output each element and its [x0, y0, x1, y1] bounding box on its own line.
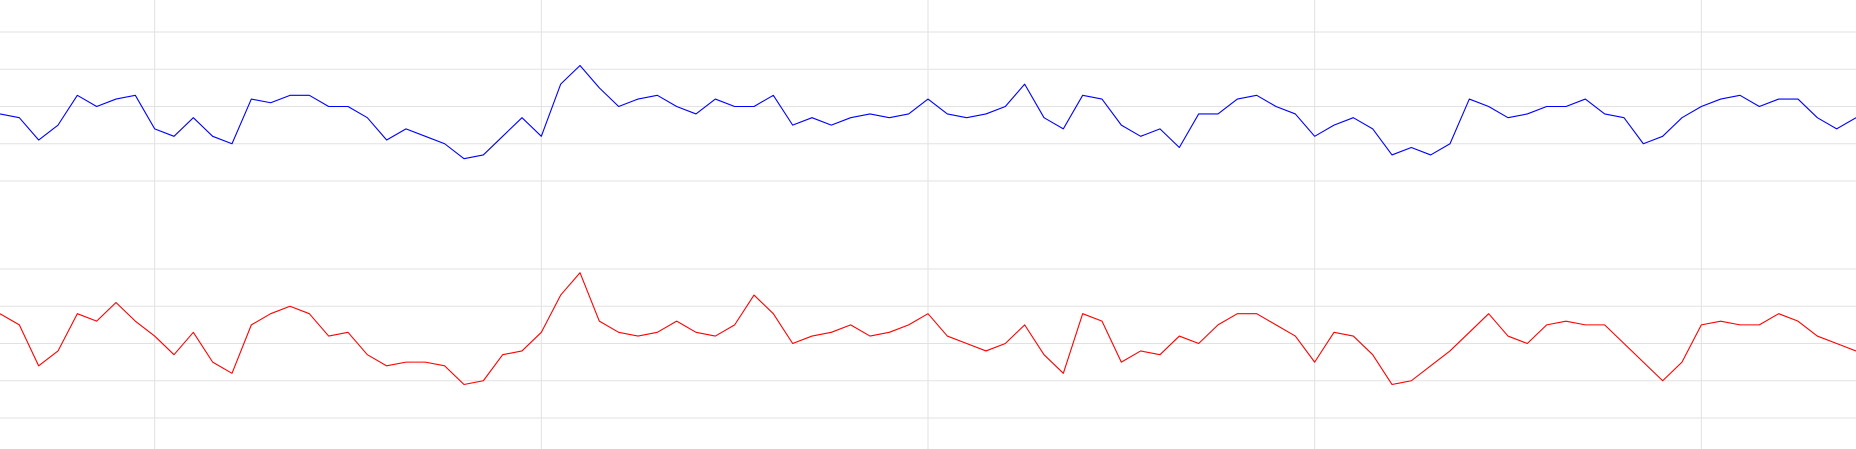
- signal-line: [0, 64, 1856, 160]
- signal-line: [0, 272, 1856, 386]
